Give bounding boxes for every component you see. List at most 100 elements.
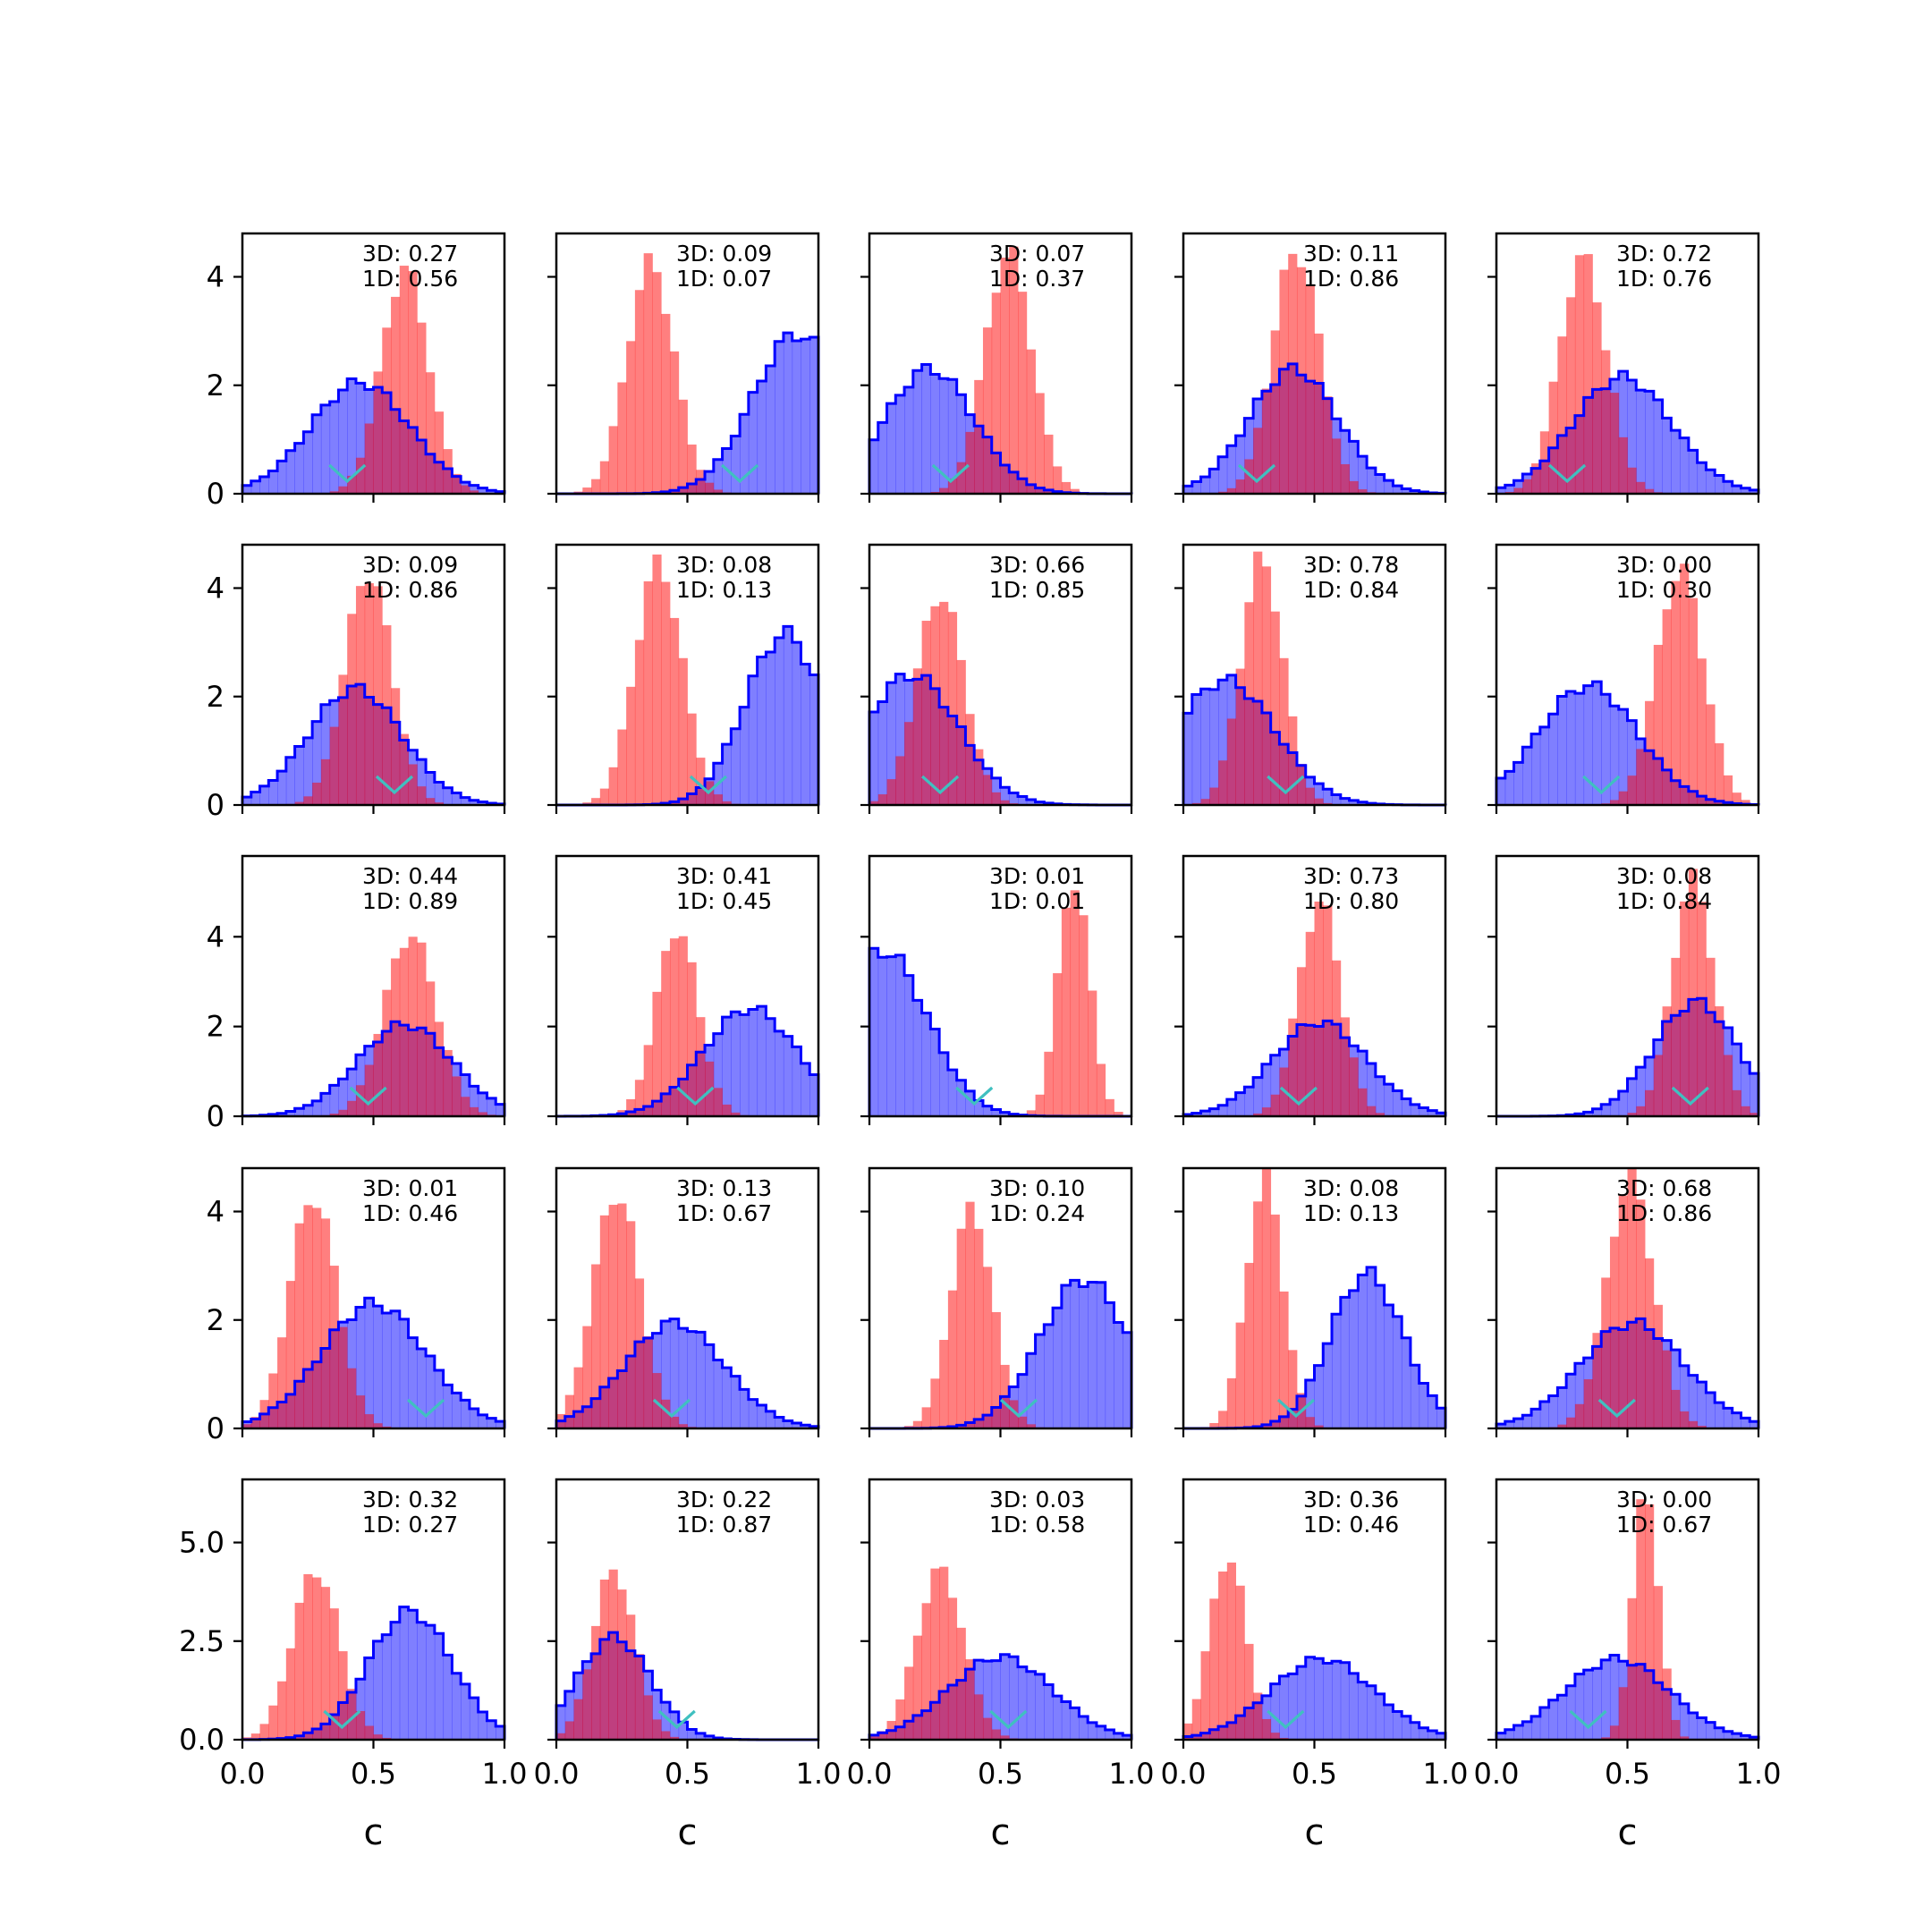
prior-bar bbox=[956, 1228, 966, 1428]
posterior-bar bbox=[1035, 1335, 1045, 1428]
prior-bar bbox=[329, 1608, 339, 1740]
annotation-3d: 3D: 0.78 bbox=[1303, 552, 1399, 578]
prior-bar bbox=[1340, 1017, 1350, 1116]
true-value-marker bbox=[921, 775, 960, 795]
posterior-bar bbox=[1018, 1374, 1028, 1428]
prior-bar bbox=[643, 1045, 653, 1116]
posterior-bar bbox=[1402, 1716, 1411, 1740]
prior-bar bbox=[461, 1097, 470, 1116]
posterior-bar bbox=[1609, 706, 1620, 805]
prior-bar bbox=[1288, 1018, 1298, 1116]
posterior-bar bbox=[1601, 694, 1611, 805]
prior-bar bbox=[591, 479, 601, 494]
prior-bar bbox=[1636, 1106, 1646, 1116]
posterior-bar bbox=[268, 780, 278, 805]
posterior-bar bbox=[1200, 689, 1210, 805]
prior-bar bbox=[705, 1061, 715, 1116]
prior-bar bbox=[1653, 1586, 1663, 1740]
posterior-bar bbox=[895, 674, 905, 805]
prior-bar bbox=[921, 621, 931, 805]
posterior-bar bbox=[1566, 1374, 1576, 1428]
posterior-bar bbox=[355, 1307, 366, 1428]
prior-bar bbox=[364, 1414, 374, 1428]
posterior-bar bbox=[1741, 1735, 1750, 1740]
posterior-bar bbox=[443, 1385, 453, 1428]
prior-bar bbox=[652, 991, 662, 1116]
posterior-bar bbox=[678, 1328, 688, 1428]
posterior-bar bbox=[705, 1344, 715, 1428]
posterior-bar bbox=[347, 378, 357, 494]
posterior-step-line bbox=[241, 377, 506, 494]
prior-bar bbox=[312, 1208, 322, 1428]
prior-bar bbox=[1261, 388, 1272, 494]
y-tick-label: 0 bbox=[207, 788, 225, 822]
posterior-bar bbox=[1384, 1084, 1394, 1116]
true-value-marker bbox=[1597, 1398, 1636, 1419]
prior-bar bbox=[1235, 668, 1245, 805]
posterior-bar bbox=[1410, 1365, 1420, 1428]
prior-bar bbox=[338, 1651, 348, 1740]
posterior-bar bbox=[792, 1046, 801, 1116]
annotation-1d: 1D: 0.37 bbox=[989, 266, 1085, 292]
prior-bar bbox=[1000, 800, 1010, 805]
prior-bar bbox=[1653, 1055, 1663, 1116]
prior-bar bbox=[1715, 1006, 1724, 1116]
prior-bar bbox=[947, 1597, 958, 1740]
prior-bar bbox=[426, 372, 436, 494]
prior-bar bbox=[1288, 253, 1298, 494]
prior-bar bbox=[1000, 1735, 1010, 1740]
prior-bar bbox=[1531, 463, 1541, 494]
true-value-marker bbox=[1582, 775, 1621, 795]
prior-bar bbox=[373, 1033, 383, 1116]
prior-bar bbox=[1218, 760, 1228, 805]
prior-bar bbox=[1244, 1643, 1254, 1740]
posterior-bar bbox=[766, 1018, 775, 1116]
prior-bar bbox=[1688, 597, 1699, 805]
posterior-bar bbox=[1018, 1666, 1028, 1740]
prior-bar bbox=[364, 1725, 374, 1740]
posterior-bar bbox=[1671, 1694, 1681, 1740]
posterior-bar bbox=[1627, 1078, 1637, 1116]
y-tick-label: 4 bbox=[207, 919, 225, 953]
posterior-bar bbox=[556, 1705, 566, 1740]
prior-bar bbox=[312, 783, 322, 805]
posterior-bar bbox=[1504, 485, 1514, 494]
prior-bar bbox=[1261, 1718, 1272, 1740]
prior-bar bbox=[1706, 957, 1716, 1116]
posterior-bar bbox=[1044, 1684, 1054, 1740]
posterior-bar bbox=[1323, 789, 1333, 805]
true-value-marker bbox=[1279, 1086, 1318, 1106]
prior-bar bbox=[1296, 764, 1307, 805]
prior-bar bbox=[1601, 350, 1611, 494]
true-value-marker bbox=[689, 775, 728, 795]
posterior-bar bbox=[1504, 1729, 1514, 1740]
posterior-bar bbox=[1548, 714, 1558, 805]
posterior-bar bbox=[766, 652, 775, 805]
posterior-bar bbox=[452, 792, 462, 805]
x-tick-label: 1.0 bbox=[1423, 1757, 1469, 1791]
posterior-bar bbox=[426, 1625, 436, 1740]
prior-bar bbox=[939, 601, 949, 805]
posterior-bar bbox=[783, 626, 793, 805]
posterior-bar bbox=[904, 386, 914, 494]
prior-bar bbox=[478, 1112, 487, 1116]
posterior-bar bbox=[338, 1079, 348, 1116]
true-value-marker bbox=[1569, 1709, 1607, 1730]
prior-bar bbox=[713, 489, 723, 494]
prior-bar bbox=[705, 482, 715, 494]
prior-bar bbox=[669, 1736, 680, 1740]
true-value-marker bbox=[721, 463, 759, 484]
prior-bar bbox=[1261, 1107, 1272, 1116]
prior-bar bbox=[1697, 1426, 1707, 1428]
prior-bar bbox=[355, 1085, 366, 1116]
posterior-bar bbox=[564, 1690, 574, 1740]
prior-bar bbox=[391, 958, 401, 1116]
prior-bar bbox=[329, 726, 339, 805]
posterior-bar bbox=[1235, 1092, 1245, 1116]
posterior-bar bbox=[1218, 1105, 1228, 1116]
prior-bar bbox=[399, 947, 409, 1116]
x-tick-label: 0.5 bbox=[1605, 1757, 1650, 1791]
posterior-bar bbox=[1436, 1113, 1446, 1116]
